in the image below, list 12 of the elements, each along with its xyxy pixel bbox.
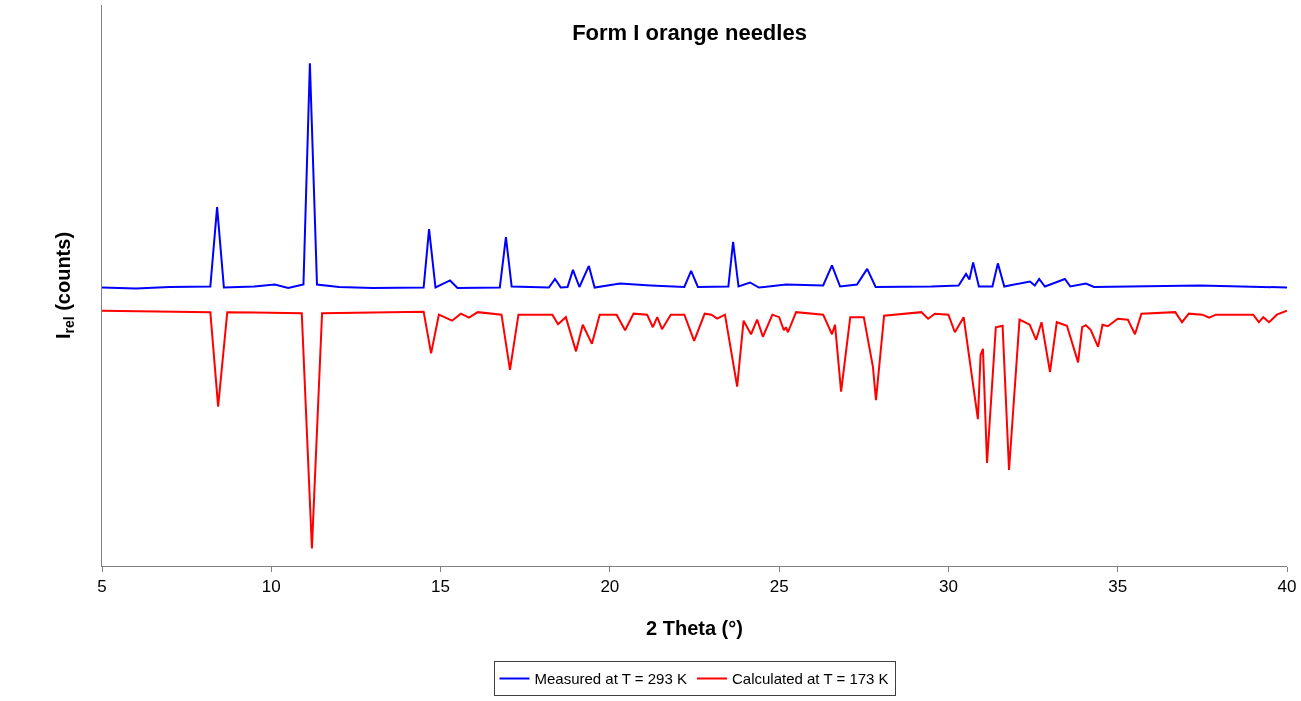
x-tick-label: 35 (1108, 577, 1128, 597)
x-tick-label: 15 (431, 577, 451, 597)
x-tick-label: 5 (97, 577, 107, 597)
x-tick-label: 40 (1277, 577, 1297, 597)
x-tick-label: 20 (600, 577, 620, 597)
x-axis-title: 2 Theta (°) (646, 616, 743, 639)
legend-label: Calculated at T = 173 K (731, 670, 889, 688)
x-tick-label: 10 (261, 577, 281, 597)
x-tick-label: 30 (938, 577, 958, 597)
x-tick-label: 25 (769, 577, 789, 597)
legend-label: Measured at T = 293 K (534, 670, 687, 688)
chart-title: Form I orange needles (572, 19, 807, 45)
